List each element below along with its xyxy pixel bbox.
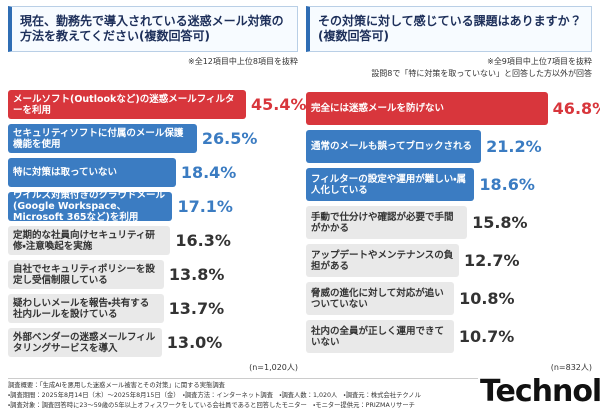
chart-subnote: 設問8で「特に対策を取っていない」と回答した方以外が回答 [371,69,592,78]
bar [306,130,482,163]
value-label: 26.5% [201,128,258,148]
value-label: 10.7% [458,326,515,346]
bar [8,260,164,289]
bar [306,282,455,315]
chart-note: ※全9項目中上位7項目を抜粋 [487,57,592,66]
bar [8,192,173,221]
bar [306,244,460,277]
bar [8,226,171,255]
bar [8,90,247,119]
bar [8,294,164,323]
bar [8,328,162,357]
category-label: ウイルス対策付きのクラウドメール(Google Workspace、Micros… [13,190,166,223]
category-label: 手動で仕分けや確認が必要で手間がかかる [311,211,454,234]
value-label: 10.8% [459,288,515,308]
value-label: 13.8% [168,264,225,284]
value-label: 13.0% [166,332,223,352]
category-label: 定期的な社員向けセキュリティ研修・注意喚起を実施 [13,229,155,252]
category-label: 社内の全員が正しく運用できていない [311,325,445,348]
bar [306,168,475,201]
category-label: 完全には迷惑メールを防げない [311,103,445,114]
chart-title: その対策に対して感じている課題はありますか？(複数回答可) [306,6,592,52]
survey-footer: 調査概要：「生成AIを悪用した迷惑メール被害とその対策」に関する実態調査 ・調査… [8,378,478,411]
value-label: 46.8% [552,98,600,118]
sample-size: (n=832人) [550,363,592,372]
bar [8,158,176,187]
bar [306,206,468,239]
category-label: セキュリティソフトに付属のメール保護機能を使用 [13,127,184,150]
logo: Technol [480,374,600,409]
category-label: 自社でセキュリティポリシーを設定し受信制限している [13,263,155,286]
bar [306,92,548,125]
category-label: 特に対策は取っていない [13,167,118,178]
category-label: 脅威の進化に対して対応が追いついていない [311,287,444,310]
value-label: 12.7% [464,250,520,270]
category-label: メールソフト(Outlookなど)の迷惑メールフィルターを利用 [13,93,235,116]
chart-title: 現在、勤務先で導入されている迷惑メール対策の方法を教えてください(複数回答可) [8,6,298,52]
bar [8,124,197,153]
category-label: 外部ベンダーの迷惑メールフィルタリングサービスを導入 [13,331,156,354]
chart-note: ※全12項目中上位8項目を抜粋 [188,57,298,66]
category-label: フィルターの設定や運用が難しい・属人化している [311,173,467,196]
footer-line: 調査概要：「生成AIを悪用した迷惑メール被害とその対策」に関する実態調査 [8,382,225,389]
value-label: 17.1% [177,196,233,216]
category-label: 疑わしいメールを報告・共有する社内ルールを設けている [13,297,150,320]
value-label: 21.2% [486,136,542,156]
value-label: 18.4% [180,162,237,182]
value-label: 13.7% [168,298,225,318]
category-label: アップデートやメンテナンスの負担がある [311,249,454,272]
footer-line: ・調査対象：調査回答時に23～59歳の5年以上オフィスワークをしている会社員であ… [8,402,415,409]
bar [306,320,454,353]
value-label: 16.3% [175,230,231,250]
category-label: 通常のメールも誤ってブロックされる [311,141,473,152]
sample-size: (n=1,020人) [249,363,298,372]
value-label: 18.6% [479,174,535,194]
value-label: 45.4% [251,94,307,114]
footer-line: ・調査期間：2025年8月14日（木）～2025年8月15日（金） ・調査方法：… [8,392,421,399]
value-label: 15.8% [472,212,528,232]
